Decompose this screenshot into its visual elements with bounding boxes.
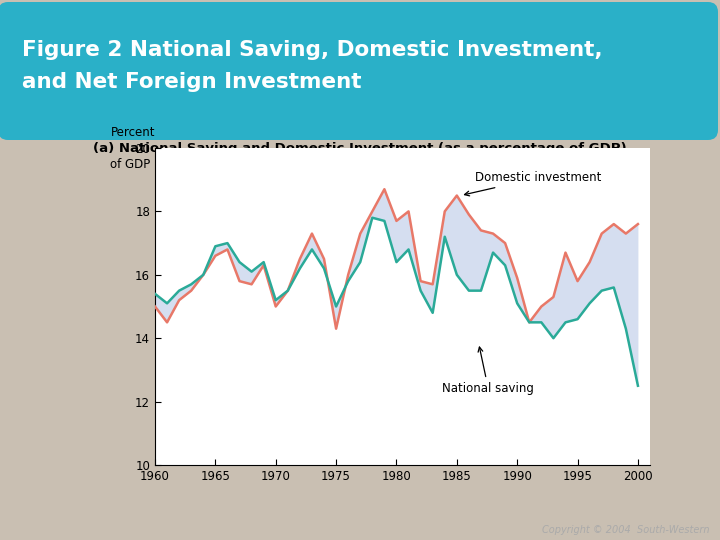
Text: Domestic investment: Domestic investment <box>464 171 601 196</box>
FancyBboxPatch shape <box>0 2 718 140</box>
Text: Percent: Percent <box>110 126 155 139</box>
Text: and Net Foreign Investment: and Net Foreign Investment <box>22 72 361 92</box>
Text: (a) National Saving and Domestic Investment (as a percentage of GDP): (a) National Saving and Domestic Investm… <box>93 142 627 155</box>
Text: of GDP: of GDP <box>110 158 150 171</box>
Text: National saving: National saving <box>442 347 534 395</box>
Text: Figure 2 National Saving, Domestic Investment,: Figure 2 National Saving, Domestic Inves… <box>22 40 603 60</box>
Text: Copyright © 2004  South-Western: Copyright © 2004 South-Western <box>542 525 710 535</box>
